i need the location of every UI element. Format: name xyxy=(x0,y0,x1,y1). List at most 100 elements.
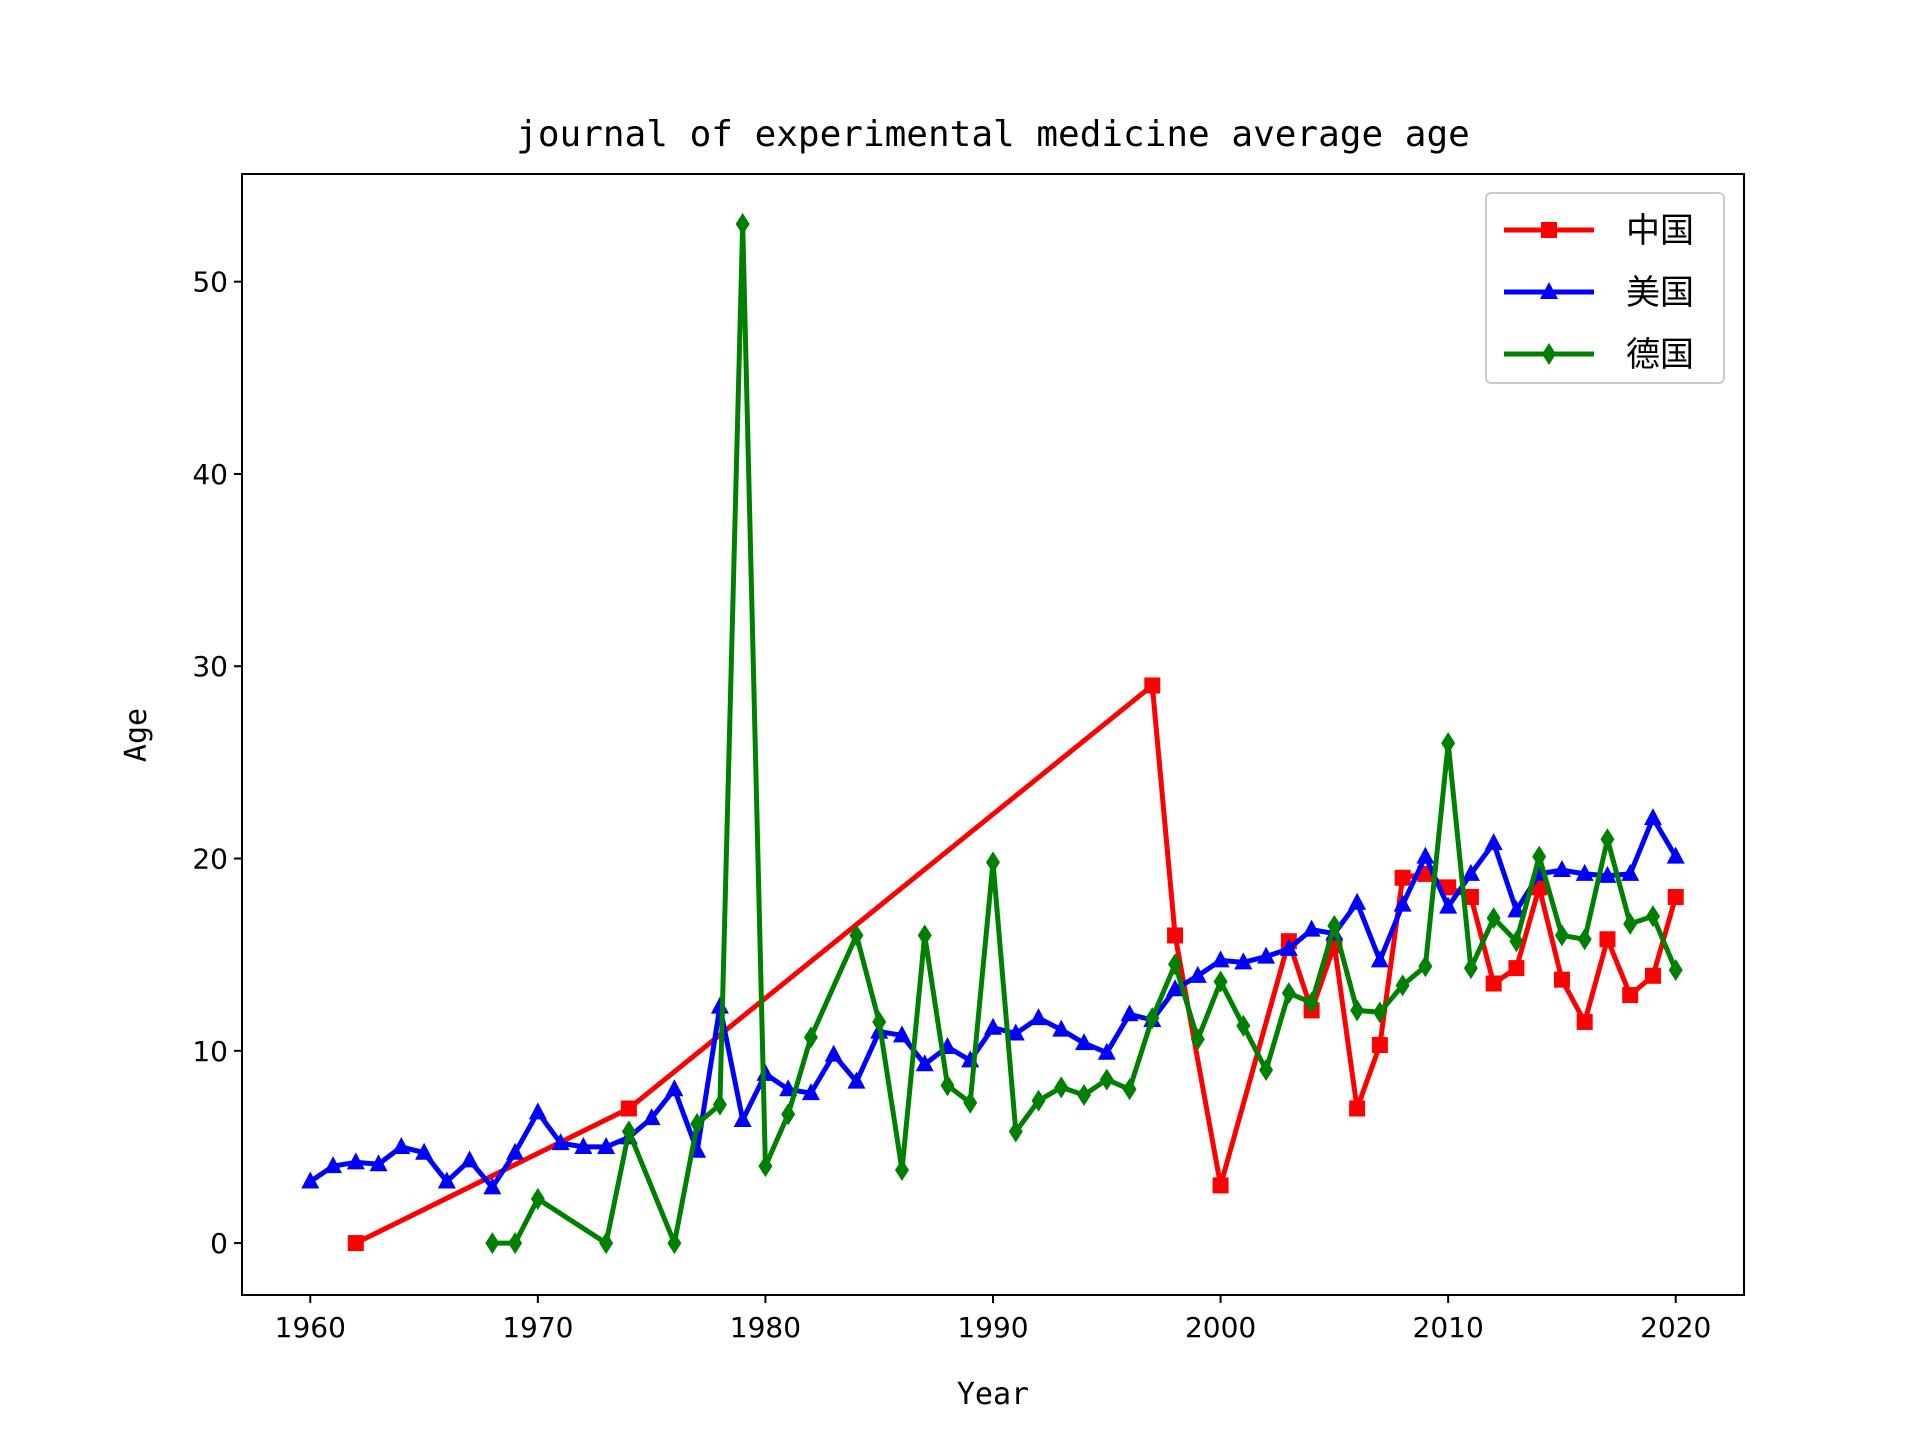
data-point xyxy=(712,1093,727,1116)
data-point xyxy=(483,1177,502,1195)
data-point xyxy=(508,1232,523,1255)
data-point xyxy=(1052,1019,1071,1037)
data-point xyxy=(369,1154,388,1172)
data-point xyxy=(301,1171,320,1189)
data-point xyxy=(986,851,1000,874)
data-point xyxy=(1075,1033,1094,1051)
y-tick-label: 30 xyxy=(192,650,228,683)
series-3 xyxy=(485,212,1683,1255)
data-point xyxy=(1395,974,1410,997)
x-tick-label: 1970 xyxy=(502,1311,573,1344)
data-point xyxy=(574,1136,593,1154)
chart-title: journal of experimental medicine average… xyxy=(516,114,1470,155)
data-point xyxy=(1621,863,1640,881)
data-point xyxy=(1462,888,1479,905)
data-point xyxy=(621,1120,636,1143)
data-point xyxy=(1029,1008,1048,1026)
y-tick-label: 10 xyxy=(192,1035,228,1068)
data-point xyxy=(485,1232,500,1255)
data-point xyxy=(1577,928,1592,951)
data-point xyxy=(530,1187,545,1210)
data-point xyxy=(1144,677,1161,694)
data-point xyxy=(1234,952,1253,970)
data-point xyxy=(1350,999,1365,1022)
data-point xyxy=(690,1112,705,1135)
data-point xyxy=(665,1079,684,1097)
data-point xyxy=(1166,979,1185,997)
data-point xyxy=(1552,860,1571,878)
data-point xyxy=(1622,987,1639,1004)
data-point xyxy=(1211,950,1230,968)
data-point xyxy=(1372,1001,1387,1024)
x-tick-label: 1990 xyxy=(957,1311,1028,1344)
data-point xyxy=(551,1133,570,1151)
data-point xyxy=(1008,1120,1023,1143)
data-point xyxy=(1461,863,1480,881)
x-axis: 1960 1970 1980 1990 2000 2010 2020 xyxy=(275,1295,1711,1344)
data-point xyxy=(599,1232,614,1255)
data-point xyxy=(963,1091,978,1114)
legend-item: 中国 xyxy=(1504,211,1694,251)
x-tick-label: 2000 xyxy=(1185,1311,1256,1344)
data-point xyxy=(620,1100,637,1117)
data-point xyxy=(801,1083,820,1101)
series-2 xyxy=(301,808,1685,1195)
data-point xyxy=(1167,927,1184,944)
data-point xyxy=(392,1136,411,1154)
data-point xyxy=(984,1017,1002,1035)
data-point xyxy=(1600,828,1615,851)
data-point xyxy=(1304,991,1319,1014)
data-point xyxy=(1031,1089,1046,1112)
data-point xyxy=(1349,1100,1366,1117)
data-point xyxy=(1006,1023,1025,1041)
data-point xyxy=(528,1102,547,1120)
x-tick-label: 1960 xyxy=(275,1311,346,1344)
data-point xyxy=(1145,1007,1160,1030)
data-point xyxy=(735,212,750,235)
data-point xyxy=(1099,1068,1114,1091)
data-point xyxy=(1599,931,1616,948)
data-point xyxy=(1077,1084,1092,1107)
legend-box xyxy=(1485,192,1725,384)
x-axis-label: Year xyxy=(957,1377,1029,1412)
data-point xyxy=(1643,808,1662,826)
data-point xyxy=(1439,896,1458,914)
data-point xyxy=(1393,894,1412,912)
data-point xyxy=(803,1026,818,1049)
y-tick-label: 20 xyxy=(192,843,228,876)
data-point xyxy=(781,1103,796,1126)
data-point xyxy=(1122,1078,1137,1101)
data-point xyxy=(1554,924,1569,947)
data-point xyxy=(667,1232,682,1255)
legend-item: 德国 xyxy=(1504,335,1694,375)
data-point xyxy=(915,1054,934,1072)
data-point xyxy=(415,1142,434,1160)
x-tick-label: 2010 xyxy=(1413,1311,1484,1344)
data-point xyxy=(1281,982,1296,1005)
legend-label: 美国 xyxy=(1626,273,1694,313)
data-point xyxy=(1598,865,1617,883)
data-point xyxy=(1394,869,1411,886)
data-point xyxy=(940,1074,955,1097)
y-tick-label: 40 xyxy=(192,458,228,491)
data-point xyxy=(1054,1076,1069,1099)
data-point xyxy=(324,1156,343,1174)
data-point xyxy=(1485,975,1502,992)
data-point xyxy=(460,1150,479,1168)
legend-label: 中国 xyxy=(1626,211,1694,251)
data-point xyxy=(1667,888,1684,905)
data-point xyxy=(1509,930,1524,953)
y-tick-label: 50 xyxy=(192,266,228,299)
data-point xyxy=(437,1171,456,1189)
data-point xyxy=(1259,1059,1274,1082)
data-point xyxy=(847,1071,866,1089)
plot-area xyxy=(301,212,1685,1255)
data-point xyxy=(1327,914,1342,937)
data-point xyxy=(1168,953,1183,976)
x-tick-label: 2020 xyxy=(1640,1311,1711,1344)
data-point xyxy=(1508,960,1525,977)
data-point xyxy=(1486,907,1501,930)
data-point xyxy=(1190,1028,1205,1051)
data-point xyxy=(872,1010,887,1033)
